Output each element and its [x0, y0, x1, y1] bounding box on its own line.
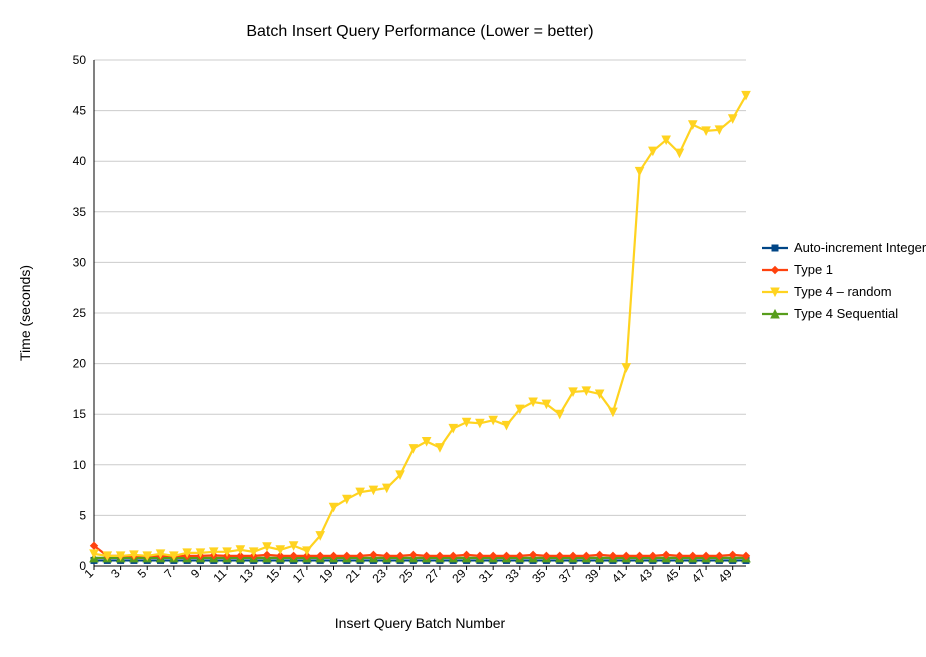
chart-container: 0510152025303540455013579111315171921232… [0, 0, 926, 657]
ytick-label: 25 [73, 306, 87, 320]
ytick-label: 35 [73, 205, 87, 219]
x-axis-label: Insert Query Batch Number [335, 615, 506, 631]
ytick-label: 10 [73, 458, 87, 472]
ytick-label: 45 [73, 104, 87, 118]
ytick-label: 15 [73, 407, 87, 421]
marker-square [772, 245, 778, 251]
legend-label: Auto-increment Integer [794, 240, 926, 255]
ytick-label: 40 [73, 154, 87, 168]
chart-title: Batch Insert Query Performance (Lower = … [246, 23, 593, 40]
legend-label: Type 4 – random [794, 284, 892, 299]
legend-label: Type 4 Sequential [794, 306, 898, 321]
ytick-label: 5 [79, 508, 86, 522]
ytick-label: 20 [73, 357, 87, 371]
ytick-label: 30 [73, 255, 87, 269]
legend-label: Type 1 [794, 262, 833, 277]
y-axis-label: Time (seconds) [17, 265, 33, 361]
ytick-label: 50 [73, 53, 87, 67]
chart-svg: 0510152025303540455013579111315171921232… [0, 0, 926, 657]
